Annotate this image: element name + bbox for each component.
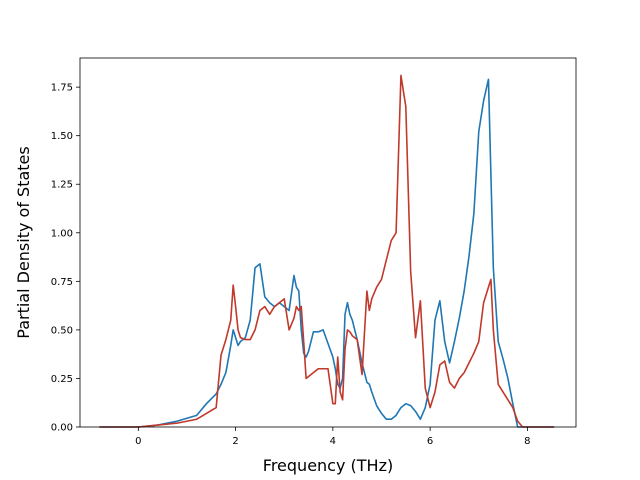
x-tick-label: 0 [135, 436, 141, 447]
y-tick-label: 1.75 [51, 83, 73, 94]
x-tick-label: 2 [232, 436, 238, 447]
x-axis-label: Frequency (THz) [263, 456, 393, 475]
x-axis-ticks: 0 2 4 6 8 [135, 427, 531, 447]
x-tick-label: 6 [427, 436, 433, 447]
series-line-2 [99, 74, 555, 428]
series-line-1 [99, 78, 555, 428]
y-axis-label: Partial Density of States [14, 146, 33, 338]
y-tick-label: 1.50 [51, 131, 73, 142]
y-tick-label: 1.25 [51, 180, 73, 191]
axes-frame [79, 57, 577, 428]
y-tick-label: 0.25 [51, 374, 73, 385]
x-tick-label: 8 [524, 436, 530, 447]
series-layer [99, 74, 555, 428]
y-tick-label: 1.00 [51, 228, 73, 239]
y-tick-label: 0.00 [51, 423, 73, 434]
y-axis-ticks: 0.00 0.25 0.50 0.75 1.00 1.25 1.50 1.75 [51, 83, 80, 434]
y-tick-label: 0.75 [51, 277, 73, 288]
x-tick-label: 4 [330, 436, 336, 447]
y-tick-label: 0.50 [51, 325, 73, 336]
